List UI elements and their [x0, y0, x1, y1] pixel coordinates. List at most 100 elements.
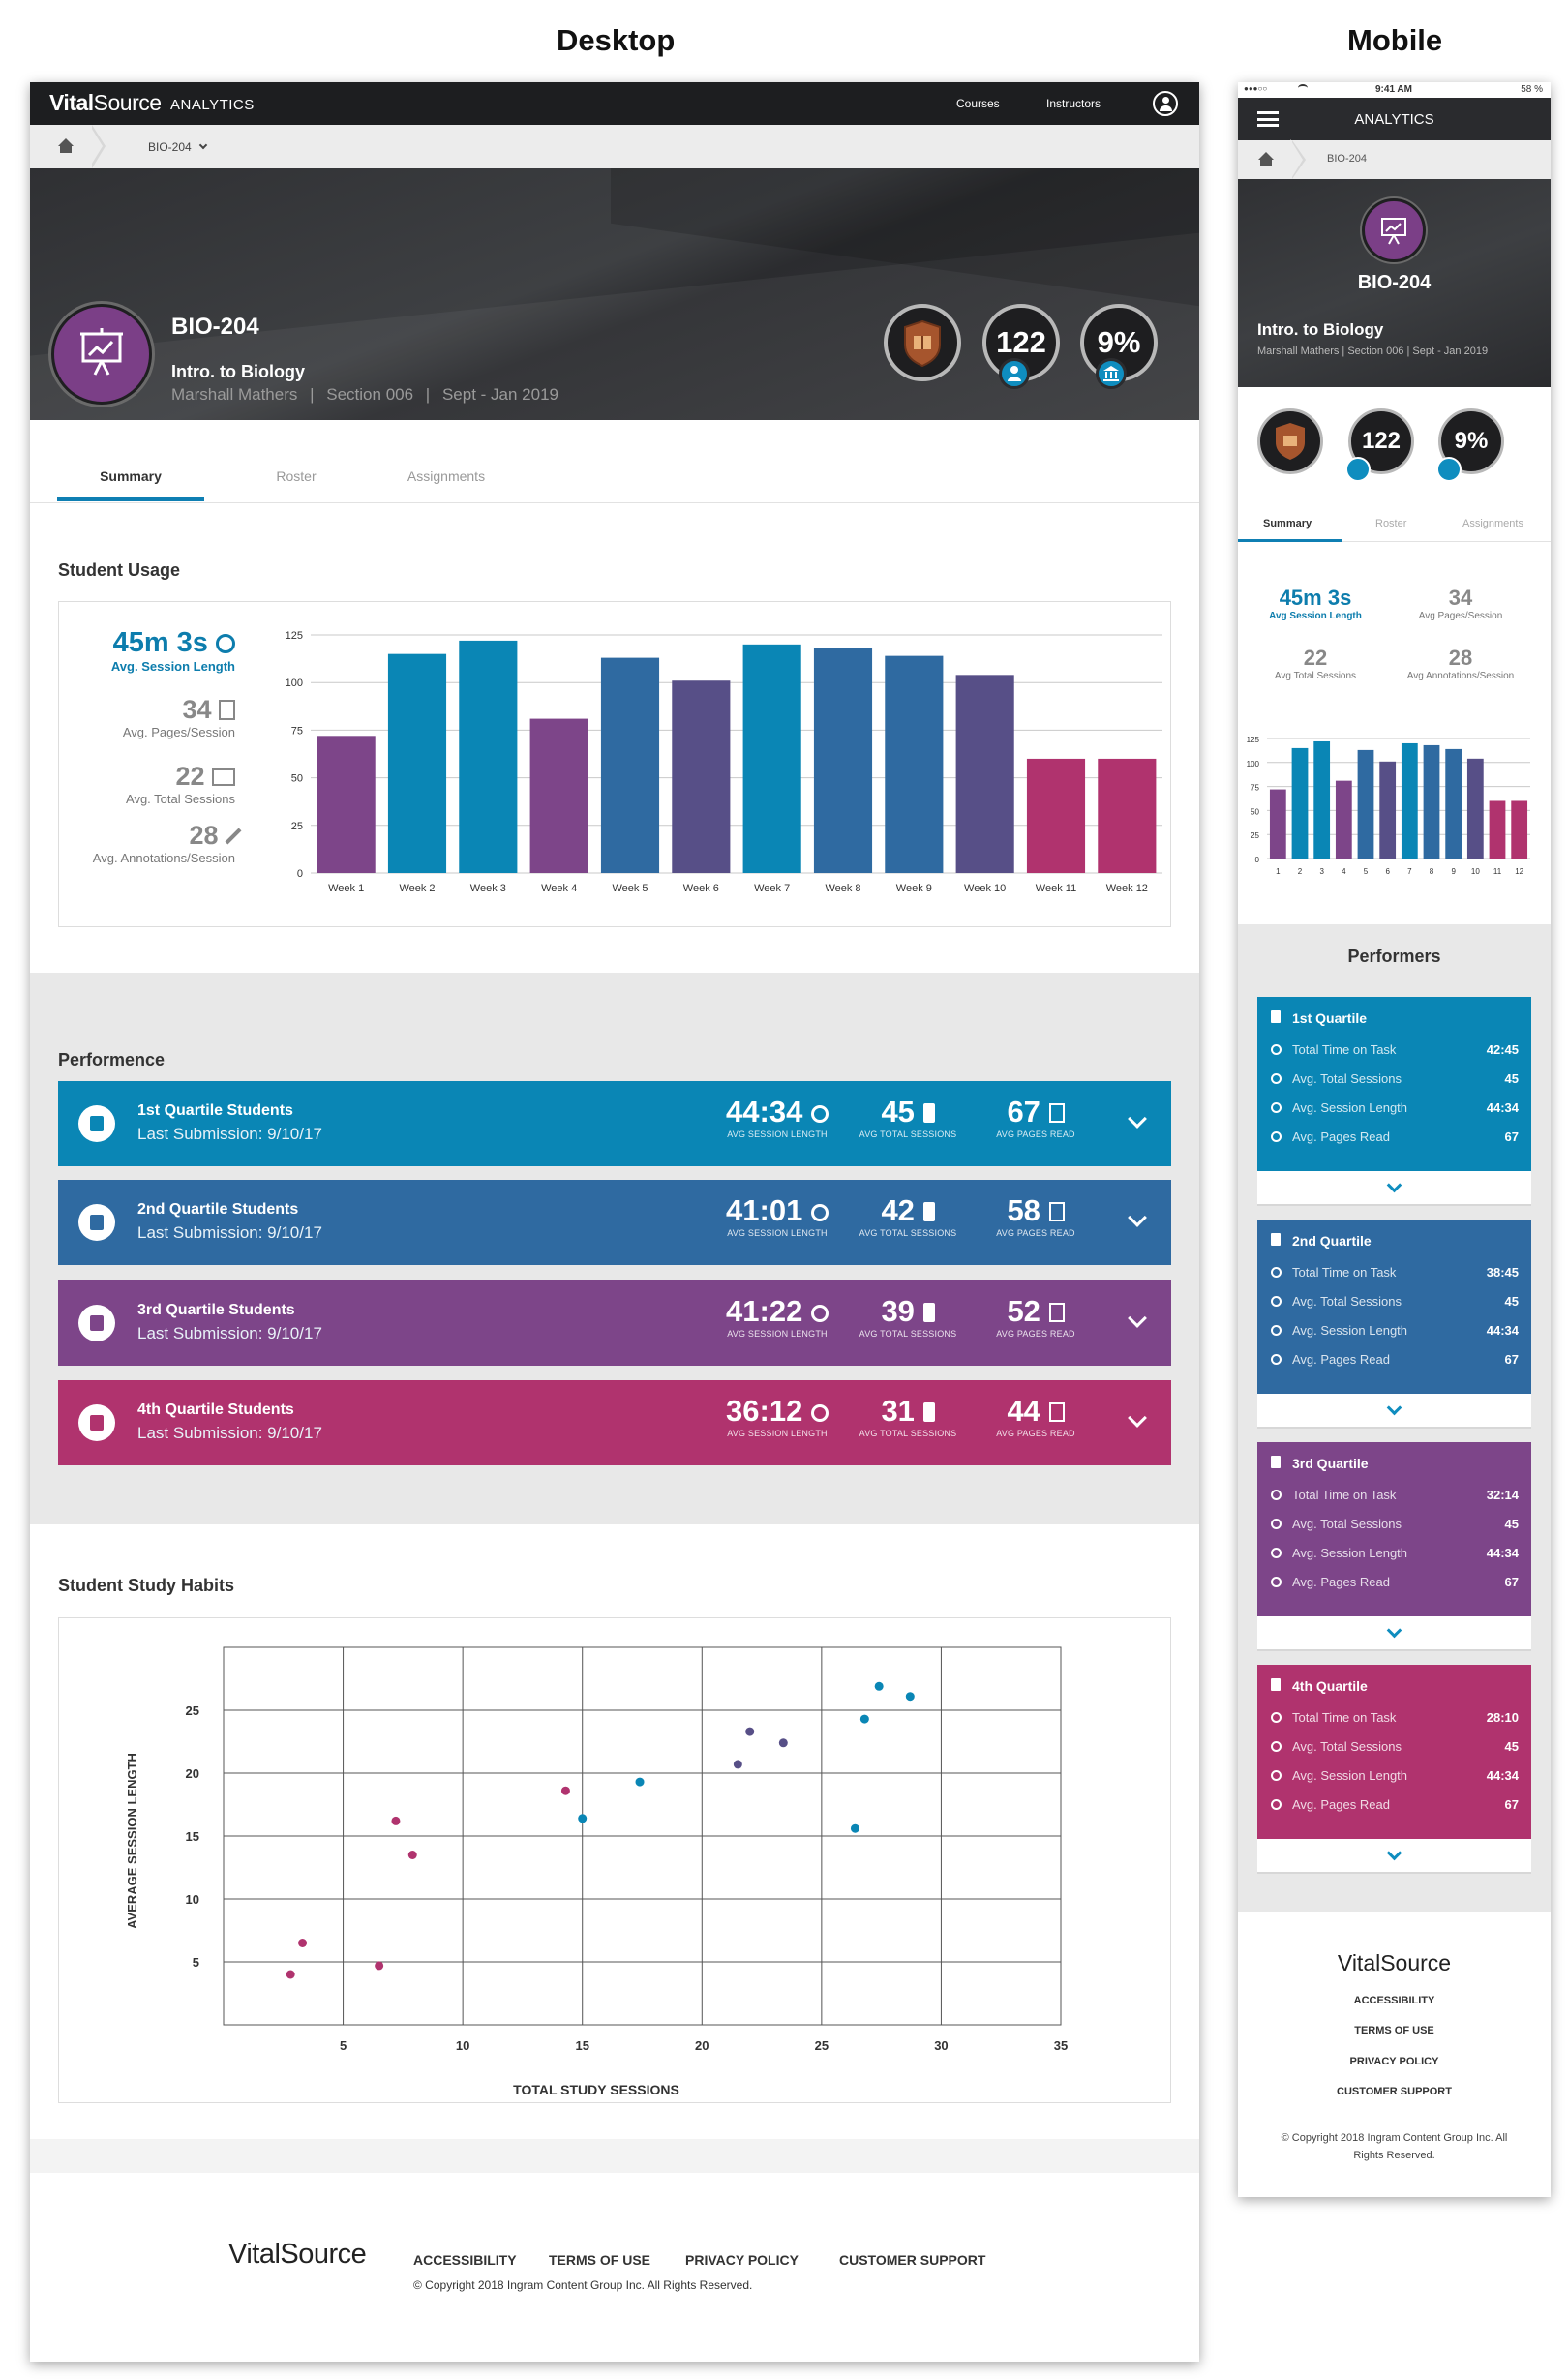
tab-roster[interactable]: Roster: [276, 468, 317, 484]
status-bar: ●●●○○ 9:41 AM 58 %: [1238, 82, 1551, 98]
scatter-point[interactable]: [560, 1786, 570, 1795]
performance-row[interactable]: 1st Quartile Students Last Submission: 9/…: [58, 1081, 1171, 1166]
scatter-point[interactable]: [905, 1692, 915, 1702]
chevron-down-icon[interactable]: [1257, 1394, 1531, 1429]
tab-assignments[interactable]: Assignments: [407, 468, 486, 484]
chevron-down-icon[interactable]: [1257, 1839, 1531, 1874]
chevron-down-icon[interactable]: [1128, 1309, 1147, 1328]
book-icon: [1271, 1010, 1281, 1023]
performer-card[interactable]: 1st Quartile Total Time on Task 42:45 Avg. …: [1257, 997, 1531, 1206]
scatter-point[interactable]: [407, 1851, 417, 1859]
last-submission: Last Submission: 9/10/17: [137, 1223, 322, 1242]
performance-row[interactable]: 3rd Quartile Students Last Submission: 9/…: [58, 1280, 1171, 1366]
bar[interactable]: [1511, 800, 1528, 859]
tab-summary[interactable]: Summary: [100, 468, 162, 484]
footer-link-terms[interactable]: TERMS OF USE: [549, 2252, 651, 2268]
bar[interactable]: [1445, 748, 1462, 859]
bar[interactable]: [742, 644, 801, 873]
nav-instructors[interactable]: Instructors: [1046, 97, 1101, 110]
bar[interactable]: [1026, 758, 1086, 873]
bar[interactable]: [1291, 747, 1309, 859]
bar[interactable]: [387, 653, 447, 873]
bar[interactable]: [459, 640, 518, 873]
scatter-point[interactable]: [733, 1760, 742, 1769]
bar[interactable]: [813, 648, 873, 873]
kpi-pages-session: 34 Avg Pages/Session: [1418, 586, 1503, 621]
y-tick-label: 15: [186, 1829, 199, 1844]
bar[interactable]: [529, 718, 588, 873]
home-icon[interactable]: [1257, 152, 1275, 167]
footer-link-accessibility[interactable]: ACCESSIBILITY: [1353, 1995, 1435, 2006]
mobile-course-hero: BIO-204 Intro. to Biology Marshall Mathe…: [1238, 179, 1551, 387]
bar[interactable]: [1401, 742, 1418, 859]
bar[interactable]: [1357, 749, 1374, 859]
scatter-point[interactable]: [635, 1777, 645, 1787]
chevron-down-icon[interactable]: [198, 140, 208, 150]
scatter-point[interactable]: [375, 1961, 384, 1971]
x-tick-label: 2: [1298, 867, 1303, 876]
hamburger-icon[interactable]: [1257, 111, 1279, 127]
metric-icon: [1271, 1267, 1282, 1278]
scatter-point[interactable]: [745, 1727, 755, 1736]
bar[interactable]: [1466, 758, 1484, 859]
bar[interactable]: [1423, 744, 1440, 859]
bar[interactable]: [1098, 758, 1157, 873]
footer-logo[interactable]: VitalSource: [1337, 1950, 1452, 1975]
bar[interactable]: [1313, 740, 1331, 859]
pencil-icon: [225, 828, 242, 845]
chevron-down-icon[interactable]: [1257, 1616, 1531, 1651]
chevron-down-icon[interactable]: [1128, 1109, 1147, 1129]
chevron-down-icon[interactable]: [1128, 1208, 1147, 1227]
performer-card[interactable]: 4th Quartile Total Time on Task 28:10 Avg. …: [1257, 1665, 1531, 1874]
bar[interactable]: [672, 680, 731, 873]
footer-link-support[interactable]: CUSTOMER SUPPORT: [1337, 2086, 1452, 2097]
performer-card[interactable]: 3rd Quartile Total Time on Task 32:14 Avg. …: [1257, 1442, 1531, 1651]
scatter-point[interactable]: [578, 1814, 588, 1823]
bar[interactable]: [317, 736, 376, 873]
scatter-point[interactable]: [298, 1939, 308, 1947]
tab-assignments[interactable]: Assignments: [1462, 518, 1523, 529]
metric-icon: [1271, 1548, 1282, 1558]
scatter-point[interactable]: [859, 1714, 869, 1724]
scatter-point[interactable]: [778, 1738, 788, 1748]
footer-link-privacy[interactable]: PRIVACY POLICY: [685, 2252, 799, 2268]
document-icon: [1048, 1303, 1065, 1322]
footer-logo[interactable]: VitalSource: [228, 2239, 367, 2270]
x-tick-label: Week 3: [470, 883, 506, 894]
bar[interactable]: [600, 657, 660, 873]
bar[interactable]: [1335, 780, 1352, 859]
bar[interactable]: [1489, 800, 1506, 859]
chevron-down-icon[interactable]: [1257, 1171, 1531, 1206]
chevron-down-icon[interactable]: [1128, 1408, 1147, 1428]
footer-link-terms[interactable]: TERMS OF USE: [1354, 2025, 1434, 2036]
nav-courses[interactable]: Courses: [956, 97, 1000, 110]
x-tick-label: 6: [1385, 867, 1390, 876]
x-tick-label: Week 6: [683, 883, 719, 894]
footer-link-accessibility[interactable]: ACCESSIBILITY: [413, 2252, 517, 2268]
performance-row[interactable]: 2nd Quartile Students Last Submission: 9/…: [58, 1180, 1171, 1265]
scatter-point[interactable]: [874, 1681, 884, 1691]
brand-logo[interactable]: VitalSource: [49, 90, 162, 115]
scatter-point[interactable]: [391, 1816, 401, 1825]
tab-summary[interactable]: Summary: [1263, 518, 1312, 529]
x-tick-label: Week 4: [541, 883, 577, 894]
breadcrumb-course[interactable]: BIO-204: [148, 140, 208, 154]
y-tick-label: 0: [297, 868, 303, 880]
footer-link-privacy[interactable]: PRIVACY POLICY: [1349, 2056, 1439, 2067]
footer-copyright: © Copyright 2018 Ingram Content Group In…: [413, 2278, 753, 2292]
user-circle-icon[interactable]: [1153, 91, 1178, 116]
footer-link-support[interactable]: CUSTOMER SUPPORT: [839, 2252, 986, 2268]
active-tab-indicator: [57, 497, 204, 501]
scatter-point[interactable]: [850, 1823, 859, 1833]
tab-roster[interactable]: Roster: [1375, 518, 1407, 529]
bar[interactable]: [955, 675, 1014, 873]
performer-card[interactable]: 2nd Quartile Total Time on Task 38:45 Avg. …: [1257, 1220, 1531, 1429]
bar[interactable]: [1269, 789, 1286, 859]
bar[interactable]: [1379, 761, 1397, 859]
breadcrumb-course[interactable]: BIO-204: [1327, 153, 1367, 165]
bar[interactable]: [885, 655, 944, 873]
mobile-frame: ●●●○○ 9:41 AM 58 % ANALYTICS BIO-204 BIO…: [1238, 82, 1551, 2197]
home-icon[interactable]: [57, 138, 75, 154]
performance-row[interactable]: 4th Quartile Students Last Submission: 9/…: [58, 1380, 1171, 1465]
scatter-point[interactable]: [286, 1970, 295, 1979]
